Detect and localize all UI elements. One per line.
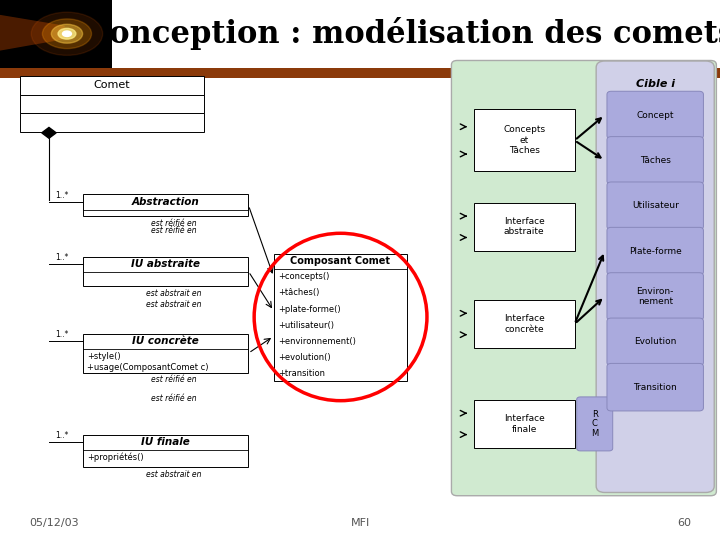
Bar	[474, 109, 575, 172]
Bar	[20, 76, 204, 94]
FancyBboxPatch shape	[607, 91, 703, 139]
Text: Plate-forme: Plate-forme	[629, 247, 682, 255]
Circle shape	[51, 24, 83, 43]
Text: Interface
abstraite: Interface abstraite	[504, 217, 544, 237]
Text: 1..*: 1..*	[55, 431, 68, 440]
Text: est abstrait en: est abstrait en	[146, 470, 202, 479]
Bar	[0, 0, 112, 68]
Polygon shape	[0, 15, 65, 51]
Text: Transition: Transition	[634, 383, 677, 391]
Text: Abstraction: Abstraction	[132, 197, 199, 207]
Text: +evolution(): +evolution()	[278, 353, 330, 362]
Bar	[0, 68, 720, 78]
Text: +propriétés(): +propriétés()	[87, 453, 144, 462]
Bar	[474, 400, 575, 448]
Text: est abstrait en: est abstrait en	[146, 300, 202, 309]
FancyBboxPatch shape	[607, 363, 703, 411]
FancyBboxPatch shape	[607, 227, 703, 275]
Text: 1..*: 1..*	[55, 330, 68, 339]
Text: +transition: +transition	[278, 369, 325, 379]
FancyBboxPatch shape	[607, 182, 703, 230]
Bar	[83, 194, 248, 216]
Text: MFI: MFI	[351, 518, 369, 528]
FancyBboxPatch shape	[577, 397, 613, 451]
Text: Tâches: Tâches	[640, 156, 670, 165]
Text: Interface
finale: Interface finale	[504, 414, 544, 434]
Text: 1..*: 1..*	[55, 253, 68, 262]
Text: est abstrait en: est abstrait en	[146, 289, 202, 298]
Text: IU finale: IU finale	[141, 437, 190, 447]
Bar	[20, 94, 204, 113]
Text: Comet: Comet	[94, 80, 130, 90]
Text: Concept: Concept	[636, 111, 674, 119]
Text: +utilisateur(): +utilisateur()	[278, 321, 334, 330]
Text: est réifié en: est réifié en	[151, 394, 197, 403]
FancyBboxPatch shape	[607, 318, 703, 366]
Text: Concepts
et
Tâches: Concepts et Tâches	[503, 125, 545, 156]
Bar	[112, 0, 720, 68]
Text: IU concrète: IU concrète	[132, 336, 199, 346]
Circle shape	[31, 12, 103, 56]
Text: IU abstraite: IU abstraite	[131, 259, 200, 269]
Text: +environnement(): +environnement()	[278, 337, 356, 346]
Text: Cible i: Cible i	[636, 79, 675, 90]
Bar	[20, 113, 204, 132]
Text: +plate-forme(): +plate-forme()	[278, 305, 341, 314]
Bar	[274, 254, 407, 381]
Text: 1..*: 1..*	[55, 191, 68, 200]
Bar	[83, 334, 248, 373]
Text: Utilisateur: Utilisateur	[631, 201, 679, 210]
Text: +usage(ComposantComet c): +usage(ComposantComet c)	[87, 363, 209, 373]
Circle shape	[63, 31, 71, 36]
Bar	[83, 256, 248, 286]
Polygon shape	[42, 127, 56, 138]
Circle shape	[58, 28, 76, 39]
Circle shape	[42, 19, 91, 49]
FancyBboxPatch shape	[451, 60, 716, 496]
FancyBboxPatch shape	[596, 61, 714, 492]
Bar	[83, 435, 248, 467]
Text: Interface
concrète: Interface concrète	[504, 314, 544, 334]
Text: +tâches(): +tâches()	[278, 288, 319, 298]
Text: Evolution: Evolution	[634, 338, 676, 346]
Text: +concepts(): +concepts()	[278, 272, 329, 281]
FancyBboxPatch shape	[607, 273, 703, 320]
Text: +style(): +style()	[87, 352, 121, 361]
Text: est réifié en: est réifié en	[151, 219, 197, 228]
Text: 05/12/03: 05/12/03	[29, 518, 78, 528]
Text: est réifié en: est réifié en	[151, 375, 197, 384]
FancyBboxPatch shape	[607, 137, 703, 184]
Text: Environ-
nement: Environ- nement	[636, 287, 674, 306]
Text: Composant Comet: Composant Comet	[290, 256, 390, 266]
Bar	[474, 202, 575, 251]
Text: 60: 60	[678, 518, 691, 528]
Text: est réifié en: est réifié en	[151, 226, 197, 235]
Bar	[474, 300, 575, 348]
Text: Conception : modélisation des comets: Conception : modélisation des comets	[86, 17, 720, 50]
Text: R
C
M: R C M	[591, 410, 598, 438]
